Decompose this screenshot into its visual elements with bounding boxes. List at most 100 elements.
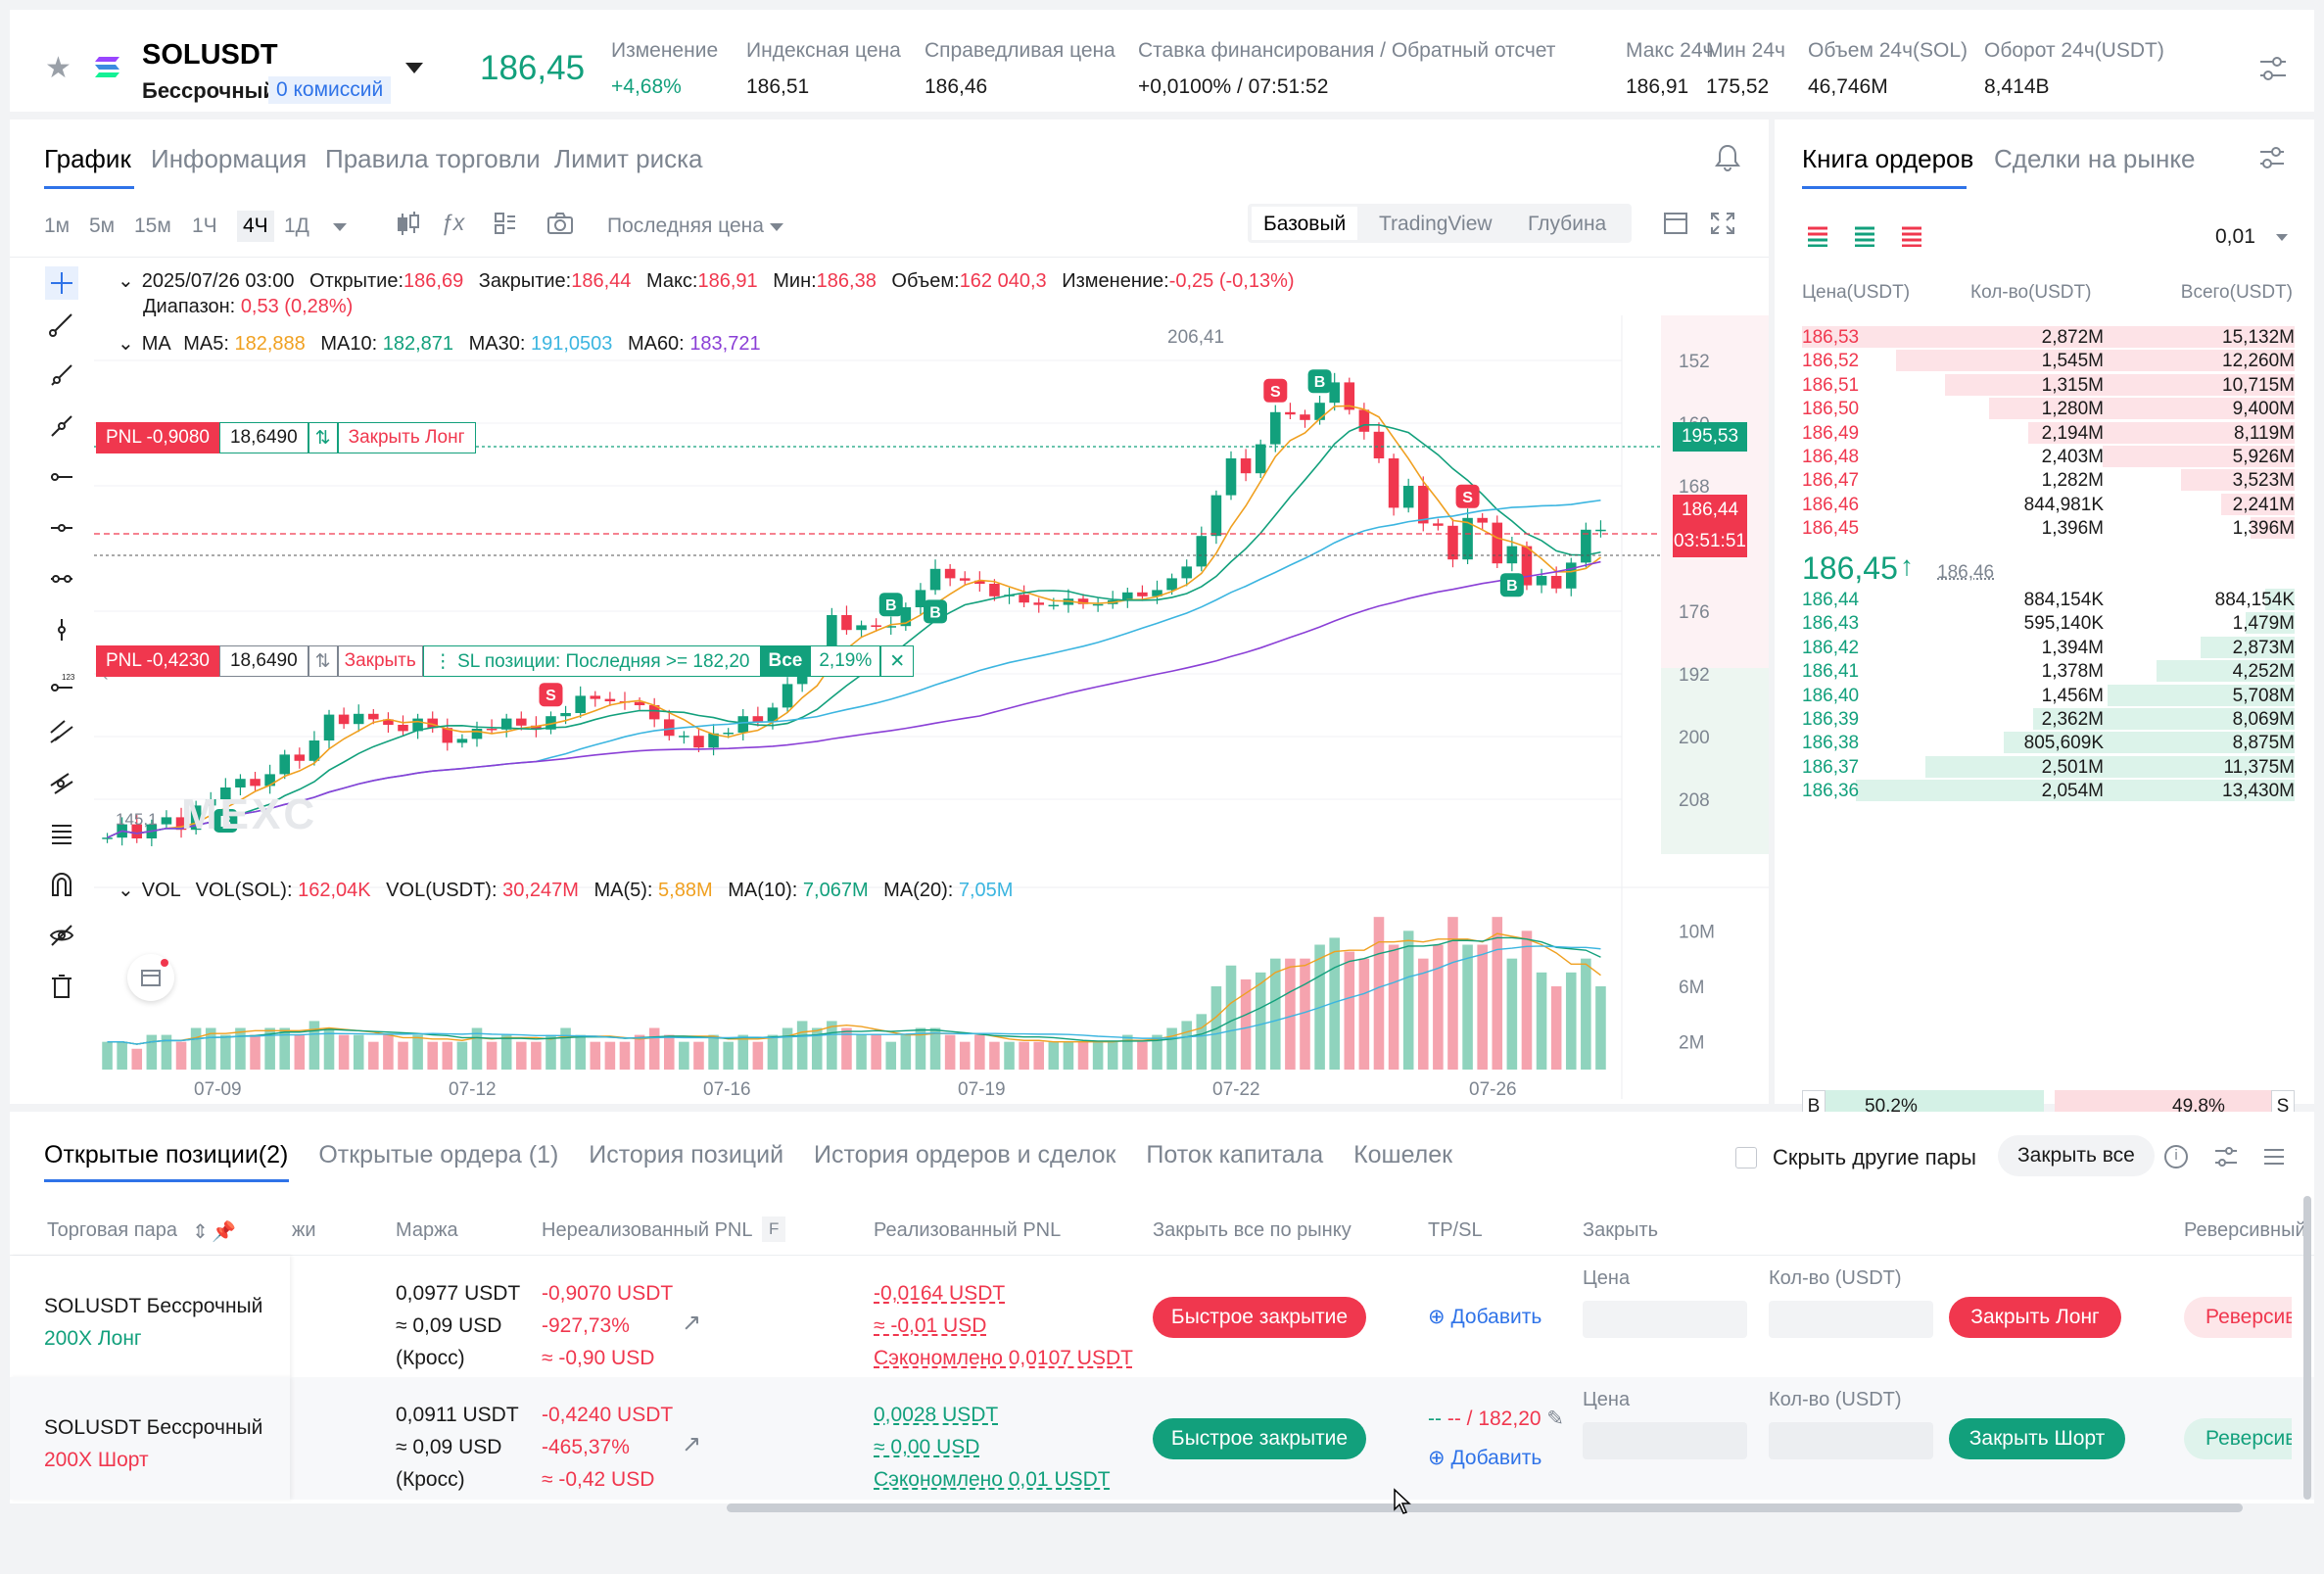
bell-icon[interactable] (1714, 143, 1741, 177)
sl-drag-handle-icon[interactable]: ⋮ (433, 651, 458, 672)
hide-drawings-icon[interactable] (49, 923, 74, 953)
sl-all-button[interactable]: Все (760, 645, 811, 677)
tab-order-book[interactable]: Книга ордеров (1802, 144, 1974, 173)
ray-tool-icon[interactable] (49, 362, 74, 393)
hide-other-pairs-checkbox[interactable] (1735, 1147, 1757, 1169)
pin-icon[interactable]: 📌 (212, 1221, 236, 1243)
tab-capital-flow[interactable]: Поток капитала (1146, 1141, 1324, 1169)
view-tradingview[interactable]: TradingView (1379, 213, 1493, 235)
close-long-button[interactable]: Закрыть Лонг (1949, 1297, 2121, 1338)
bid-row[interactable]: 186,43 595,140K 1,479M (1802, 611, 2295, 635)
bid-row[interactable]: 186,42 1,394M 2,873M (1802, 636, 2295, 659)
parallel-channel-tool-icon[interactable] (49, 719, 74, 749)
interval-1h[interactable]: 1Ч (192, 215, 217, 237)
close-price-input[interactable] (1583, 1301, 1747, 1338)
close-qty-input[interactable] (1769, 1422, 1933, 1459)
bid-row[interactable]: 186,38 805,609K 8,875M (1802, 731, 2295, 754)
close-short-button[interactable]: Закрыть Шорт (1949, 1418, 2125, 1459)
header-pair[interactable]: Торговая пара (47, 1219, 177, 1241)
close-long-line-button[interactable]: Закрыть Лонг (337, 422, 476, 453)
camera-icon[interactable] (546, 212, 574, 240)
bid-row[interactable]: 186,39 2,362M 8,069M (1802, 707, 2295, 731)
crosshair-tool-icon[interactable] (45, 266, 78, 300)
bid-row[interactable]: 186,40 1,456M 5,708M (1802, 684, 2295, 707)
price-label-tool-icon[interactable]: 123 (49, 668, 75, 698)
mid-mark-price[interactable]: 186,46 (1937, 562, 1995, 583)
ask-row[interactable]: 186,51 1,315M 10,715M (1802, 373, 2295, 397)
ask-row[interactable]: 186,46 844,981K 2,241M (1802, 493, 2295, 516)
tab-open-positions[interactable]: Открытые позиции(2) (44, 1141, 289, 1169)
fullscreen-icon[interactable] (1710, 212, 1735, 240)
view-depth[interactable]: Глубина (1528, 213, 1607, 235)
bid-row[interactable]: 186,37 2,501M 11,375M (1802, 755, 2295, 779)
tab-risk-limit[interactable]: Лимит риска (554, 144, 703, 173)
fibonacci-tool-icon[interactable] (49, 770, 74, 800)
settings-sliders-icon[interactable] (2258, 55, 2288, 87)
interval-1d[interactable]: 1Д (284, 215, 309, 237)
fee-badge[interactable]: 0 комиссий (268, 76, 392, 104)
add-tpsl-button[interactable]: ⊕ Добавить (1428, 1306, 1542, 1328)
position-line-long[interactable]: PNL -0,9080 18,6490 ⇅ Закрыть Лонг (96, 422, 476, 453)
share-icon[interactable]: ↗ (682, 1310, 702, 1336)
price-source-chevron-icon[interactable] (770, 223, 783, 231)
ask-row[interactable]: 186,45 1,396M 1,396M (1802, 516, 2295, 540)
tab-order-history[interactable]: История ордеров и сделок (813, 1141, 1116, 1169)
calendar-shortcut-icon[interactable] (127, 954, 174, 1001)
interval-15m[interactable]: 15м (134, 215, 171, 237)
price-source-select[interactable]: Последняя цена (607, 215, 764, 237)
magnet-icon[interactable] (49, 872, 74, 902)
ask-row[interactable]: 186,47 1,282M 3,523M (1802, 468, 2295, 492)
positions-filter-icon[interactable] (2213, 1145, 2239, 1173)
rpnl-usdt[interactable]: 0,0028 USDT (874, 1404, 999, 1426)
vertical-scrollbar[interactable] (2303, 1196, 2311, 1500)
quick-close-button[interactable]: Быстрое закрытие (1153, 1418, 1366, 1459)
ma-collapse-icon[interactable]: ⌄ (118, 333, 134, 355)
horizontal-line-tool-icon[interactable] (49, 515, 74, 546)
interval-5m[interactable]: 5м (89, 215, 116, 237)
tab-wallet[interactable]: Кошелек (1353, 1141, 1453, 1169)
symbol-name[interactable]: SOLUSDT (142, 39, 278, 71)
extended-line-tool-icon[interactable] (49, 413, 74, 444)
add-tpsl-button[interactable]: ⊕ Добавить (1428, 1447, 1542, 1469)
view-asks-icon[interactable] (1900, 225, 1923, 252)
delete-drawings-icon[interactable] (49, 974, 74, 1004)
view-bids-icon[interactable] (1853, 225, 1876, 252)
pair-name[interactable]: SOLUSDT Бессрочный (44, 1416, 263, 1439)
pair-name[interactable]: SOLUSDT Бессрочный (44, 1295, 263, 1317)
sl-cancel-icon[interactable]: ✕ (880, 645, 915, 677)
tab-market-trades[interactable]: Сделки на рынке (1994, 144, 2196, 173)
ask-row[interactable]: 186,53 2,872M 15,132M (1802, 325, 2295, 349)
tab-open-orders[interactable]: Открытые ордера (1) (318, 1141, 559, 1169)
trendline-tool-icon[interactable] (49, 311, 74, 342)
layout-icon[interactable] (1663, 212, 1688, 240)
interval-1m[interactable]: 1м (44, 215, 71, 237)
positions-list-icon[interactable] (2262, 1145, 2286, 1173)
rpnl-saved[interactable]: Сэкономлено 0,01 USDT (874, 1468, 1111, 1491)
ask-row[interactable]: 186,50 1,280M 9,400M (1802, 397, 2295, 420)
reverse-arrows-short-icon[interactable]: ⇅ (308, 645, 338, 677)
tab-chart[interactable]: График (44, 144, 131, 173)
ohlc-collapse-icon[interactable]: ⌄ (118, 270, 134, 292)
indicators-icon[interactable]: ƒx (441, 210, 465, 235)
bid-row[interactable]: 186,44 884,154K 884,154K (1802, 588, 2295, 611)
sl-line-label[interactable]: ⋮ SL позиции: Последняя >= 182,20 (422, 645, 761, 677)
unrealized-pnl-badge[interactable]: F (762, 1216, 786, 1242)
tab-info[interactable]: Информация (151, 144, 308, 173)
reverse-long-button[interactable]: Реверсивн (2184, 1297, 2292, 1338)
bid-row[interactable]: 186,36 2,054M 13,430M (1802, 779, 2295, 802)
favorite-star-icon[interactable]: ★ (45, 52, 71, 84)
horizontal-ray-tool-icon[interactable] (49, 464, 74, 495)
reverse-arrows-icon[interactable]: ⇅ (308, 422, 338, 453)
templates-icon[interactable] (494, 212, 517, 240)
info-circle-icon[interactable]: i (2164, 1145, 2188, 1169)
tab-trading-rules[interactable]: Правила торговли (325, 144, 541, 173)
symbol-dropdown-icon[interactable] (405, 63, 423, 73)
quick-close-button[interactable]: Быстрое закрытие (1153, 1297, 1366, 1338)
tpsl-value[interactable]: -- -- / 182,20 ✎ (1428, 1407, 1565, 1430)
interval-more-icon[interactable] (333, 223, 347, 231)
view-both-icon[interactable] (1806, 225, 1829, 252)
rpnl-usd[interactable]: ≈ -0,01 USD (874, 1314, 987, 1337)
tab-position-history[interactable]: История позиций (589, 1141, 784, 1169)
vol-collapse-icon[interactable]: ⌄ (118, 880, 134, 901)
